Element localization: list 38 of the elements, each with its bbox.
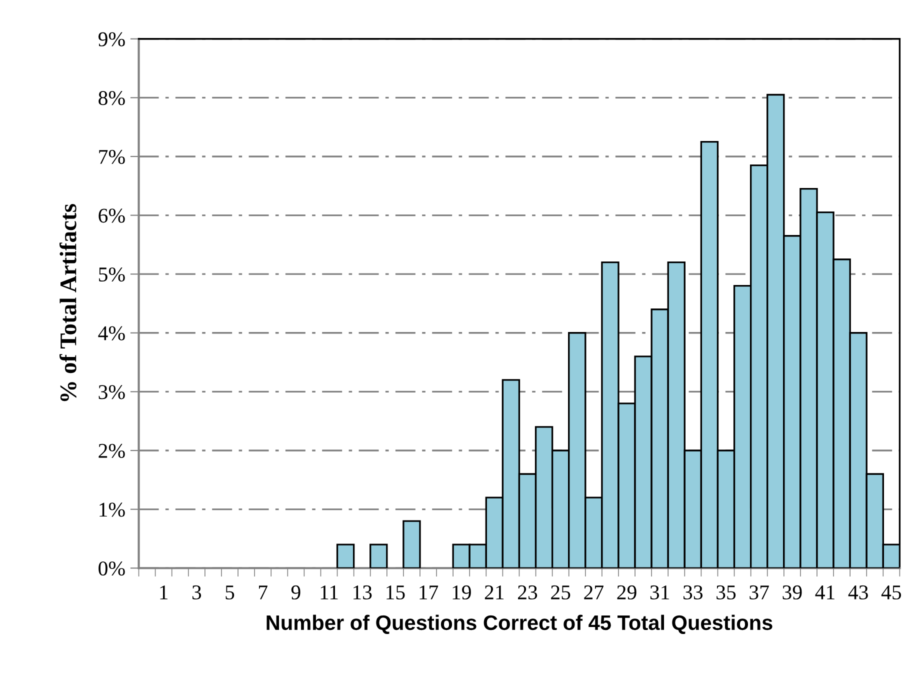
y-tick-label: 1%	[100, 502, 125, 517]
y-tick-label: 5%	[99, 267, 125, 282]
x-tick-label: 33	[684, 585, 703, 600]
x-tick-label: 21	[484, 585, 504, 600]
x-tick-label: 37	[750, 585, 769, 600]
x-tick-label: 29	[617, 585, 636, 600]
x-tick-label: 41	[815, 585, 834, 600]
x-tick-label: 3	[192, 585, 202, 600]
y-tick-label: 8%	[98, 91, 125, 106]
x-tick-label: 25	[551, 585, 570, 600]
x-tick-label: 5	[226, 586, 234, 600]
x-tick-label: 45	[881, 586, 902, 600]
x-tick-label: 9	[291, 585, 300, 600]
y-tick-label: 4%	[98, 326, 125, 340]
bar	[402, 520, 421, 568]
y-tick-label: 3%	[98, 385, 125, 400]
x-tick-label: 35	[716, 585, 736, 600]
x-axis-title: Number of Questions Correct of 45 Total Questions	[266, 614, 772, 634]
x-tick-label: 1	[160, 585, 168, 600]
x-tick-label: 17	[420, 585, 438, 600]
y-tick-label: 0%	[98, 561, 125, 576]
y-tick-label: 6%	[98, 208, 125, 223]
x-tick-label: 27	[584, 585, 604, 600]
x-tick-label: 19	[452, 585, 471, 600]
y-tick-label: 9%	[98, 32, 125, 46]
bar	[370, 544, 388, 568]
x-tick-label: 7	[259, 586, 268, 600]
x-tick-label: 15	[386, 585, 405, 600]
y-axis-title: % of Total Artifacts	[59, 204, 76, 402]
y-tick-label: 2%	[98, 444, 125, 458]
y-tick-label: 7%	[99, 150, 125, 164]
bar	[336, 544, 355, 568]
x-tick-label: 31	[650, 585, 670, 600]
x-tick-label: 43	[848, 585, 868, 600]
x-tick-label: 39	[782, 585, 802, 600]
x-tick-label: 11	[320, 585, 338, 600]
x-tick-label: 23	[518, 585, 538, 600]
x-tick-label: 13	[354, 585, 372, 600]
